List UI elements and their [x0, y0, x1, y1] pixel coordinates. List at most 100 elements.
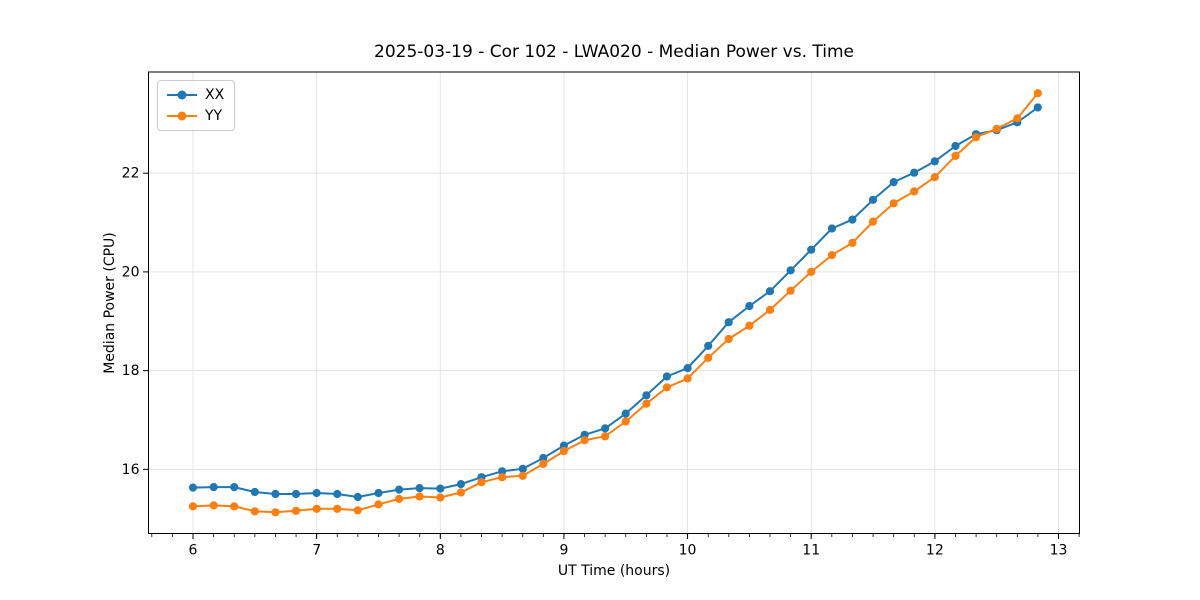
x-tick-label: 6 [189, 543, 198, 559]
legend-line-sample-xx [167, 90, 197, 100]
series-marker-xx [724, 318, 733, 327]
series-marker-yy [188, 502, 198, 511]
series-marker-xx [910, 168, 919, 177]
series-marker-yy [415, 492, 424, 501]
series-marker-yy [704, 353, 713, 362]
series-marker-xx [951, 141, 960, 151]
series-marker-yy [683, 374, 692, 383]
x-tick-label: 7 [312, 543, 321, 559]
plot-frame [148, 71, 1080, 534]
legend-label-xx: XX [205, 87, 225, 103]
series-marker-xx [271, 489, 280, 499]
series-marker-yy [230, 502, 239, 511]
y-tick-label: 20 [122, 264, 140, 280]
series-marker-yy [374, 500, 383, 509]
series-marker-yy [889, 199, 898, 208]
series-marker-yy [601, 432, 610, 441]
series-marker-xx [848, 215, 857, 224]
series-marker-xx [868, 195, 878, 204]
series-marker-xx [745, 301, 754, 311]
series-marker-xx [498, 467, 507, 476]
y-axis-label: Median Power (CPU) [102, 232, 118, 374]
y-tick-label: 16 [122, 462, 140, 478]
series-marker-yy [312, 504, 321, 513]
series-marker-yy [580, 436, 589, 445]
series-marker-yy [951, 151, 960, 160]
series-marker-xx [250, 487, 259, 497]
series-marker-yy [1013, 114, 1022, 123]
series-marker-yy [765, 305, 775, 314]
series-marker-xx [209, 483, 218, 492]
series-marker-yy [333, 504, 342, 513]
series-marker-xx [930, 157, 939, 166]
x-tick-label: 13 [1050, 543, 1068, 559]
series-marker-yy [807, 267, 816, 276]
series-marker-xx [291, 489, 301, 499]
series-marker-xx [827, 224, 837, 233]
legend-entry-xx: XX [166, 86, 224, 104]
series-marker-xx [889, 178, 898, 187]
series-marker-yy [827, 251, 837, 260]
series-marker-yy [271, 508, 280, 517]
y-tick-label: 22 [122, 166, 140, 182]
series-marker-xx [621, 409, 630, 418]
series-marker-yy [745, 321, 754, 330]
legend: XX YY [157, 80, 236, 131]
series-marker-xx [312, 488, 321, 498]
series-marker-xx [374, 488, 383, 498]
series-marker-yy [642, 399, 651, 408]
x-axis-label: UT Time (hours) [557, 563, 671, 579]
series-marker-yy [291, 506, 301, 515]
series-marker-xx [1033, 103, 1042, 112]
series-marker-yy [910, 187, 919, 196]
legend-label-yy: YY [205, 108, 223, 124]
series-marker-xx [188, 483, 198, 492]
series-marker-xx [704, 341, 713, 350]
series-marker-xx [415, 484, 424, 493]
series-marker-xx [456, 480, 465, 489]
series-marker-xx [642, 391, 651, 400]
series-marker-yy [477, 478, 486, 487]
series-marker-xx [518, 464, 527, 473]
chart-title: 2025-03-19 - Cor 102 - LWA020 - Median P… [374, 42, 854, 62]
series-marker-yy [868, 217, 878, 226]
series-marker-yy [848, 238, 857, 247]
series-marker-yy [456, 488, 465, 497]
series-marker-xx [353, 492, 362, 502]
series-marker-xx [539, 453, 548, 463]
series-marker-yy [786, 286, 795, 295]
x-tick-label: 11 [802, 543, 820, 559]
series-marker-yy [395, 494, 404, 503]
legend-line-sample-yy [167, 111, 197, 121]
legend-entry-yy: YY [166, 107, 224, 125]
series-marker-yy [930, 173, 939, 182]
series-marker-xx [786, 266, 795, 275]
series-marker-yy [498, 473, 507, 482]
series-marker-yy [250, 507, 259, 516]
series-line-yy [192, 92, 1039, 514]
series-marker-yy [436, 493, 445, 502]
x-tick-label: 8 [436, 543, 445, 559]
series-marker-xx [230, 483, 239, 492]
y-tick-label: 18 [122, 363, 140, 379]
series-marker-xx [601, 424, 610, 433]
series-marker-yy [559, 447, 569, 456]
x-tick-label: 9 [559, 543, 568, 559]
x-tick-label: 10 [679, 543, 697, 559]
series-marker-yy [539, 459, 548, 468]
x-tick-label: 12 [926, 543, 944, 559]
series-marker-xx [765, 287, 775, 296]
series-marker-yy [971, 133, 981, 142]
series-marker-yy [621, 417, 630, 426]
series-marker-xx [333, 489, 342, 499]
series-line-xx [192, 106, 1039, 498]
series-marker-xx [683, 364, 692, 373]
series-marker-xx [807, 245, 816, 254]
series-marker-yy [353, 506, 362, 515]
series-marker-xx [436, 484, 445, 493]
series-marker-yy [1033, 89, 1042, 98]
series-marker-yy [209, 501, 218, 510]
series-marker-yy [518, 471, 527, 480]
